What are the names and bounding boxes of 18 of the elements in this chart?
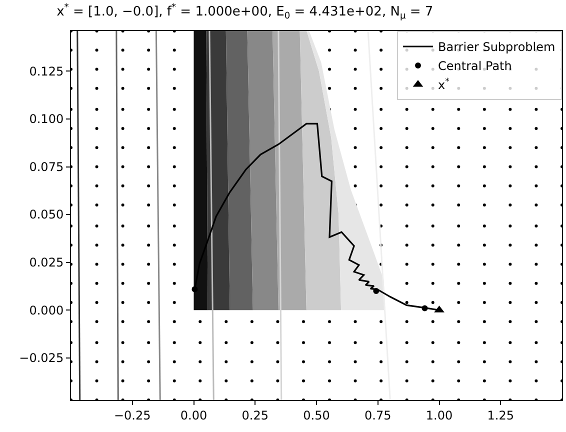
chart-title: x$^{*}$ = [1.0, −0.0], f$^{*}$ = 1.000e+00, E$_{0}$ = 4.431e+02, N$_{μ}$ = 7 <box>56 3 434 22</box>
legend-label: x$^{*}$ <box>438 76 450 92</box>
x-tick-label: 1.00 <box>426 408 453 422</box>
legend-label: Barrier Subproblem <box>438 40 556 54</box>
y-tick-label: 0.075 <box>29 160 64 174</box>
legend-label: Central Path <box>438 59 512 74</box>
y-tick-label: 0.100 <box>29 112 64 126</box>
y-tick-label: 0.000 <box>29 303 64 318</box>
x-tick-label: −0.25 <box>114 408 151 422</box>
y-tick-label: 0.125 <box>29 64 64 78</box>
x-tick-label: 0.00 <box>180 408 208 422</box>
y-tick-label: −0.025 <box>19 351 64 366</box>
y-tick-label: 0.050 <box>29 208 64 222</box>
y-tick-label: 0.025 <box>29 256 64 270</box>
x-tick-label: 0.25 <box>242 408 268 422</box>
x-tick-label: 0.75 <box>364 408 392 422</box>
x-tick-label: 1.25 <box>487 408 514 422</box>
x-tick-label: 0.50 <box>303 408 330 422</box>
